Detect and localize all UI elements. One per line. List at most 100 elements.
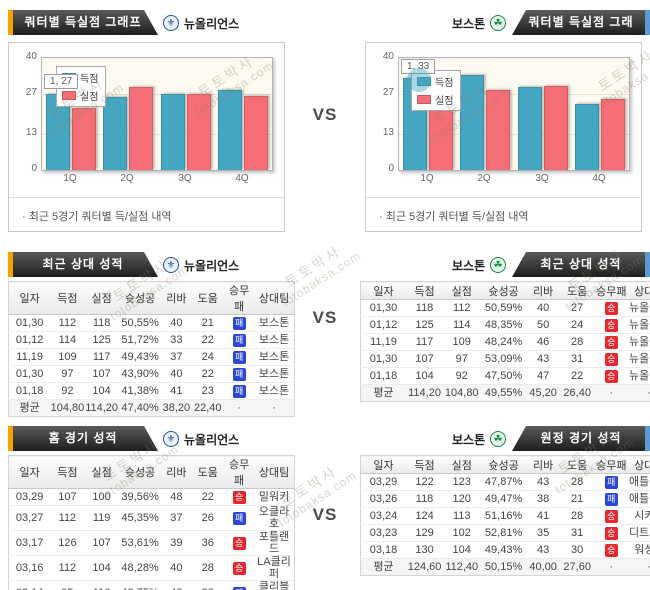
cell: 118 [84, 314, 119, 332]
cell: 보스톤 [254, 365, 295, 383]
bar-득점-3Q[interactable] [161, 94, 185, 170]
cell: 28 [559, 473, 595, 491]
bar-득점-2Q[interactable] [460, 75, 484, 170]
cell: 40 [161, 314, 192, 332]
y-axis-tick: 0 [31, 163, 37, 174]
cell: 승 [595, 333, 628, 351]
cell: 123 [443, 473, 481, 491]
cell: 01,18 [8, 382, 51, 400]
cell: 31 [559, 524, 595, 542]
legend-item-conceded: 실점 [62, 88, 98, 103]
cell: 92 [443, 367, 481, 385]
chart-panel-new-orleans: 40 27 13 0 득점 실점 1, 27 1Q 2Q 3Q 4Q · 최근 … [8, 42, 285, 232]
column-header: 승무패 [224, 455, 255, 489]
chart-note: · 최근 5경기 쿼터별 득/실점 내역 [9, 197, 284, 231]
bar-득점-2Q[interactable] [103, 97, 127, 170]
average-row: 평균 104,80 114,20 47,40% 38,20 22,40 · · [8, 399, 295, 417]
column-header: 실점 [443, 455, 481, 474]
bar-실점-3Q[interactable] [187, 94, 211, 170]
cell: 117 [84, 348, 119, 366]
cell: 102 [443, 524, 481, 542]
table-row: 01,12 114 125 51,72% 33 22 패 보스톤 [8, 331, 295, 349]
legend-item-scored: 득점 [417, 74, 453, 89]
cell: 43 [526, 541, 560, 559]
cell: 승 [595, 316, 628, 334]
cell: 50 [526, 316, 560, 334]
blue-accent-bar [645, 252, 650, 277]
cell: 워싱턴 [627, 541, 650, 559]
bar-득점-4Q[interactable] [218, 90, 242, 170]
cell: 38 [526, 490, 560, 508]
column-header: 득점 [405, 281, 444, 300]
vs-label: VS [312, 308, 338, 327]
bar-실점-1Q[interactable] [72, 108, 96, 170]
recent-section-title: 최근 상대 성적 [540, 257, 622, 271]
result-badge: 패 [232, 350, 246, 364]
recent-section-title: 최근 상대 성적 [42, 257, 124, 271]
cell: 33 [161, 331, 192, 349]
cell: · [627, 558, 650, 576]
cell: 01,30 [8, 365, 51, 383]
cell: 뉴올리언 [627, 350, 650, 368]
cell: 41 [161, 382, 192, 400]
away-section-title: 원정 경기 성적 [540, 431, 622, 445]
cell: 118 [405, 490, 444, 508]
cell: 27,60 [559, 558, 595, 576]
plot-area: 득점 실점 1, 27 [41, 57, 273, 171]
table-row: 01,18 92 104 41,38% 41 23 패 보스톤 [8, 382, 295, 400]
cell: 패 [224, 314, 255, 332]
team-name: 뉴올리언스 [184, 432, 240, 447]
bar-득점-3Q[interactable] [518, 87, 542, 170]
cell: 107 [84, 365, 119, 383]
bar-득점-4Q[interactable] [575, 104, 599, 170]
cell: 27 [559, 299, 595, 317]
cell: 21 [559, 490, 595, 508]
bar-실점-3Q[interactable] [544, 86, 568, 170]
team-name: 보스톤 [452, 258, 486, 273]
cell: 03,29 [8, 488, 51, 506]
column-header: 리바 [526, 281, 560, 300]
cell: 129 [405, 524, 444, 542]
cell: 뉴올리언 [627, 367, 650, 385]
cell: 22 [559, 367, 595, 385]
result-badge: 패 [232, 333, 246, 347]
cell: 오클라호 [254, 505, 295, 531]
chart-tooltip: 1, 33 [401, 59, 436, 74]
cell: · [595, 384, 628, 402]
team-label-new-orleans: ⚜ 뉴올리언스 [163, 256, 239, 274]
bar-실점-2Q[interactable] [129, 87, 153, 170]
result-badge: 승 [604, 352, 618, 366]
team-label-new-orleans: ⚜ 뉴올리언스 [163, 430, 239, 448]
cell: 49,43% [118, 348, 162, 366]
cell: 패 [595, 473, 628, 491]
cell: 패 [224, 331, 255, 349]
cell: 01,18 [360, 367, 406, 385]
chart-banner-left: 쿼터별 득실점 그래프 [8, 10, 158, 35]
cell: 47,87% [480, 473, 527, 491]
chart-tooltip: 1, 27 [44, 74, 79, 89]
column-header: 득점 [50, 455, 85, 489]
bar-실점-4Q[interactable] [244, 96, 268, 170]
bar-실점-2Q[interactable] [486, 90, 510, 170]
table-row: 11,19 109 117 49,43% 37 24 패 보스톤 [8, 348, 295, 366]
cell: 122 [405, 473, 444, 491]
cell: 41,38% [118, 382, 162, 400]
x-axis-tick: 4Q [235, 173, 249, 184]
cell: 37 [161, 348, 192, 366]
bar-실점-4Q[interactable] [601, 99, 625, 170]
cell: 11,19 [360, 333, 406, 351]
y-axis-tick: 40 [382, 51, 394, 62]
y-axis-tick: 40 [25, 51, 37, 62]
cell: 47 [526, 367, 560, 385]
cell: 104 [84, 555, 119, 581]
cell: 패 [224, 365, 255, 383]
column-header: 상대팀 [627, 455, 650, 474]
cell: 112 [50, 555, 85, 581]
cell: 49,47% [480, 490, 527, 508]
cell: 승 [595, 524, 628, 542]
boston-logo-icon: ☘ [490, 15, 507, 31]
chart-note: · 최근 5경기 쿼터별 득/실점 내역 [366, 197, 641, 231]
away-record-table-boston: 일자득점실점슛성공리바도움승무패상대팀03,2912212347,87%4328… [360, 455, 650, 576]
cell: 43 [526, 473, 560, 491]
